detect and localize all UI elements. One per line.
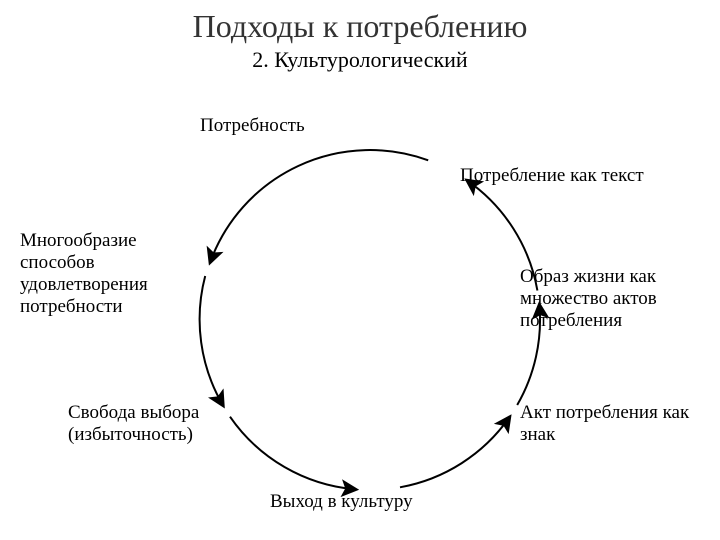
arrow-1 [210,150,428,262]
arrow-5 [517,305,540,405]
arrow-4 [400,418,509,488]
arrow-2 [200,276,223,405]
cycle-arrows [0,0,720,540]
arrow-6 [468,181,538,291]
arrow-3 [230,417,355,490]
